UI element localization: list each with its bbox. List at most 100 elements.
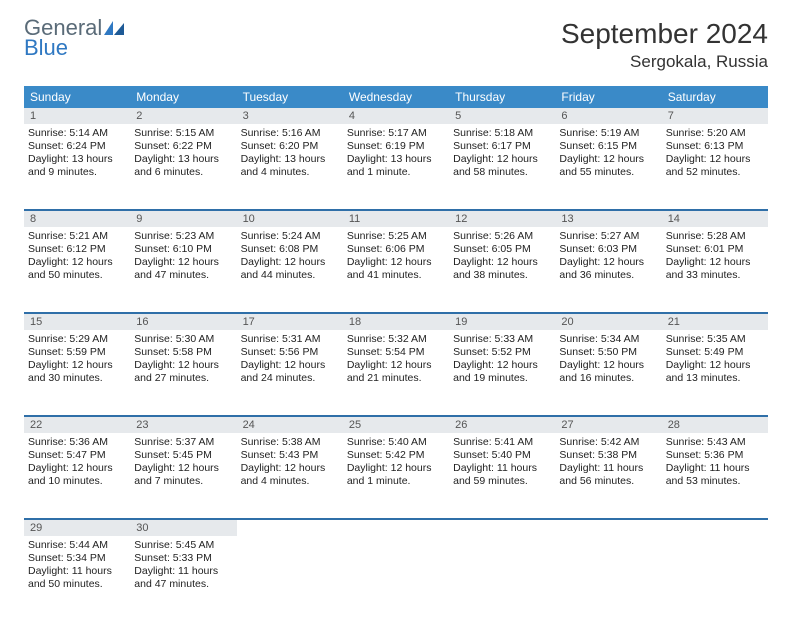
day-cell: Sunrise: 5:19 AMSunset: 6:15 PMDaylight:… [555,124,661,210]
day-number [343,519,449,536]
daylight-text: Daylight: 11 hours [559,462,657,475]
day-number: 17 [237,313,343,330]
sunset-text: Sunset: 5:43 PM [241,449,339,462]
empty-cell [662,536,768,622]
daynum-row: 1234567 [24,108,768,124]
day-cell: Sunrise: 5:15 AMSunset: 6:22 PMDaylight:… [130,124,236,210]
daylight-text: Daylight: 12 hours [134,359,232,372]
day-number: 23 [130,416,236,433]
day-cell: Sunrise: 5:37 AMSunset: 5:45 PMDaylight:… [130,433,236,519]
daylight-text: Daylight: 12 hours [347,462,445,475]
day-cell: Sunrise: 5:25 AMSunset: 6:06 PMDaylight:… [343,227,449,313]
empty-cell [449,536,555,622]
day-cell: Sunrise: 5:43 AMSunset: 5:36 PMDaylight:… [662,433,768,519]
day-number [449,519,555,536]
daylight-text: and 33 minutes. [666,269,764,282]
daylight-text: and 6 minutes. [134,166,232,179]
sunset-text: Sunset: 6:05 PM [453,243,551,256]
sunrise-text: Sunrise: 5:41 AM [453,436,551,449]
day-cell: Sunrise: 5:21 AMSunset: 6:12 PMDaylight:… [24,227,130,313]
day-number: 10 [237,210,343,227]
sunrise-text: Sunrise: 5:36 AM [28,436,126,449]
sunrise-text: Sunrise: 5:18 AM [453,127,551,140]
day-number: 27 [555,416,661,433]
dow-cell: Friday [555,86,661,108]
daylight-text: and 47 minutes. [134,578,232,591]
daylight-text: Daylight: 12 hours [453,153,551,166]
daynum-row: 22232425262728 [24,416,768,433]
day-number: 5 [449,108,555,124]
day-number: 21 [662,313,768,330]
sunset-text: Sunset: 5:36 PM [666,449,764,462]
daylight-text: and 50 minutes. [28,269,126,282]
sunset-text: Sunset: 6:20 PM [241,140,339,153]
week-row: Sunrise: 5:44 AMSunset: 5:34 PMDaylight:… [24,536,768,622]
day-number [555,519,661,536]
daylight-text: Daylight: 12 hours [347,359,445,372]
daylight-text: Daylight: 12 hours [28,359,126,372]
day-cell: Sunrise: 5:18 AMSunset: 6:17 PMDaylight:… [449,124,555,210]
sunrise-text: Sunrise: 5:38 AM [241,436,339,449]
daylight-text: Daylight: 12 hours [453,256,551,269]
sunrise-text: Sunrise: 5:30 AM [134,333,232,346]
daynum-row: 891011121314 [24,210,768,227]
dow-cell: Thursday [449,86,555,108]
sunset-text: Sunset: 5:52 PM [453,346,551,359]
sunset-text: Sunset: 5:54 PM [347,346,445,359]
dow-row: SundayMondayTuesdayWednesdayThursdayFrid… [24,86,768,108]
day-cell: Sunrise: 5:35 AMSunset: 5:49 PMDaylight:… [662,330,768,416]
sunrise-text: Sunrise: 5:40 AM [347,436,445,449]
daylight-text: Daylight: 12 hours [559,256,657,269]
sunset-text: Sunset: 5:34 PM [28,552,126,565]
sunrise-text: Sunrise: 5:23 AM [134,230,232,243]
sunset-text: Sunset: 6:22 PM [134,140,232,153]
daylight-text: Daylight: 13 hours [241,153,339,166]
day-cell: Sunrise: 5:45 AMSunset: 5:33 PMDaylight:… [130,536,236,622]
day-number: 28 [662,416,768,433]
sunrise-text: Sunrise: 5:28 AM [666,230,764,243]
title-block: September 2024 Sergokala, Russia [561,18,768,72]
day-number: 7 [662,108,768,124]
day-cell: Sunrise: 5:31 AMSunset: 5:56 PMDaylight:… [237,330,343,416]
logo-word2: Blue [24,35,68,60]
day-number [237,519,343,536]
sunrise-text: Sunrise: 5:33 AM [453,333,551,346]
daylight-text: Daylight: 12 hours [241,462,339,475]
sunset-text: Sunset: 5:58 PM [134,346,232,359]
sunrise-text: Sunrise: 5:21 AM [28,230,126,243]
day-number: 8 [24,210,130,227]
sunrise-text: Sunrise: 5:34 AM [559,333,657,346]
daylight-text: Daylight: 13 hours [134,153,232,166]
sunset-text: Sunset: 5:56 PM [241,346,339,359]
daynum-row: 15161718192021 [24,313,768,330]
daylight-text: and 19 minutes. [453,372,551,385]
sunset-text: Sunset: 5:42 PM [347,449,445,462]
empty-cell [555,536,661,622]
sunset-text: Sunset: 6:03 PM [559,243,657,256]
sunrise-text: Sunrise: 5:45 AM [134,539,232,552]
sunset-text: Sunset: 5:59 PM [28,346,126,359]
sunset-text: Sunset: 6:01 PM [666,243,764,256]
day-number: 2 [130,108,236,124]
day-cell: Sunrise: 5:36 AMSunset: 5:47 PMDaylight:… [24,433,130,519]
sunset-text: Sunset: 5:47 PM [28,449,126,462]
sunrise-text: Sunrise: 5:25 AM [347,230,445,243]
sunrise-text: Sunrise: 5:42 AM [559,436,657,449]
daylight-text: and 58 minutes. [453,166,551,179]
daylight-text: Daylight: 12 hours [241,256,339,269]
daylight-text: Daylight: 12 hours [666,256,764,269]
day-cell: Sunrise: 5:38 AMSunset: 5:43 PMDaylight:… [237,433,343,519]
sunrise-text: Sunrise: 5:15 AM [134,127,232,140]
sunset-text: Sunset: 6:12 PM [28,243,126,256]
day-number: 4 [343,108,449,124]
daylight-text: and 13 minutes. [666,372,764,385]
empty-cell [343,536,449,622]
day-cell: Sunrise: 5:41 AMSunset: 5:40 PMDaylight:… [449,433,555,519]
day-number: 29 [24,519,130,536]
week-row: Sunrise: 5:36 AMSunset: 5:47 PM Daylight:… [24,433,768,519]
sunset-text: Sunset: 5:33 PM [134,552,232,565]
daylight-text: Daylight: 11 hours [453,462,551,475]
daylight-text: Daylight: 12 hours [28,256,126,269]
day-cell: Sunrise: 5:44 AMSunset: 5:34 PMDaylight:… [24,536,130,622]
day-number: 9 [130,210,236,227]
